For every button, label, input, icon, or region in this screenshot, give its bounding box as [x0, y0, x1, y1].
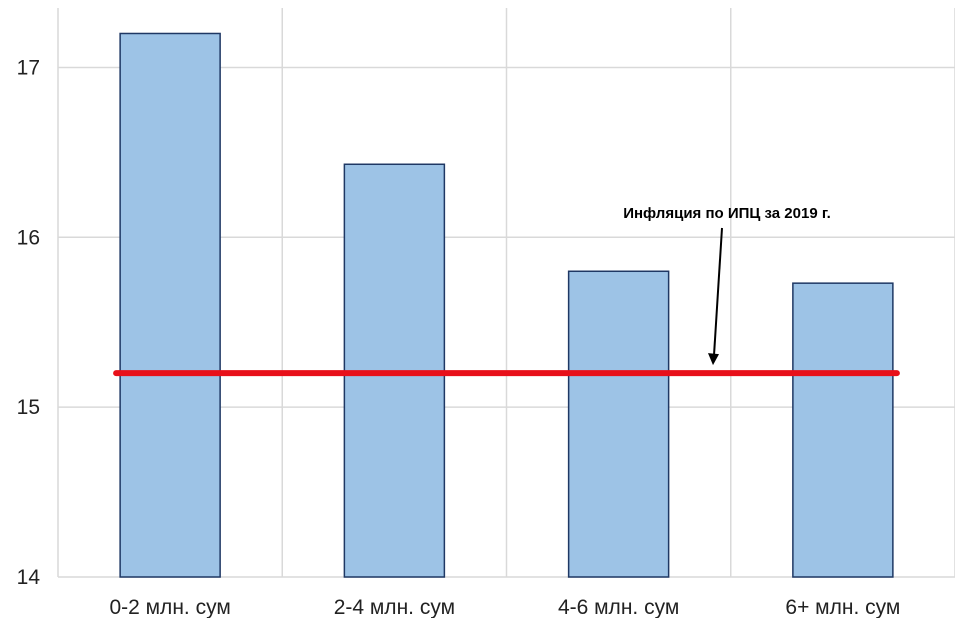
- annotation-arrow-head: [708, 353, 719, 365]
- x-tick-label: 4-6 млн. сум: [558, 596, 679, 618]
- inflation-annotation-label: Инфляция по ИПЦ за 2019 г.: [623, 205, 831, 222]
- y-axis-ticks: 14 15 16 17: [17, 56, 41, 589]
- x-tick-label: 2-4 млн. сум: [334, 596, 455, 618]
- bar: [120, 33, 220, 577]
- bar: [793, 283, 893, 577]
- x-axis-ticks: 0-2 млн. сум 2-4 млн. сум 4-6 млн. сум 6+ м…: [109, 596, 900, 618]
- y-tick-label: 15: [17, 396, 40, 419]
- annotation-arrow-shaft: [714, 228, 722, 355]
- y-tick-label: 14: [17, 566, 41, 589]
- x-tick-label: 0-2 млн. сум: [109, 596, 230, 618]
- y-tick-label: 16: [17, 226, 40, 249]
- x-tick-label: 6+ млн. сум: [785, 596, 900, 618]
- bar: [569, 271, 669, 577]
- y-tick-label: 17: [17, 56, 40, 79]
